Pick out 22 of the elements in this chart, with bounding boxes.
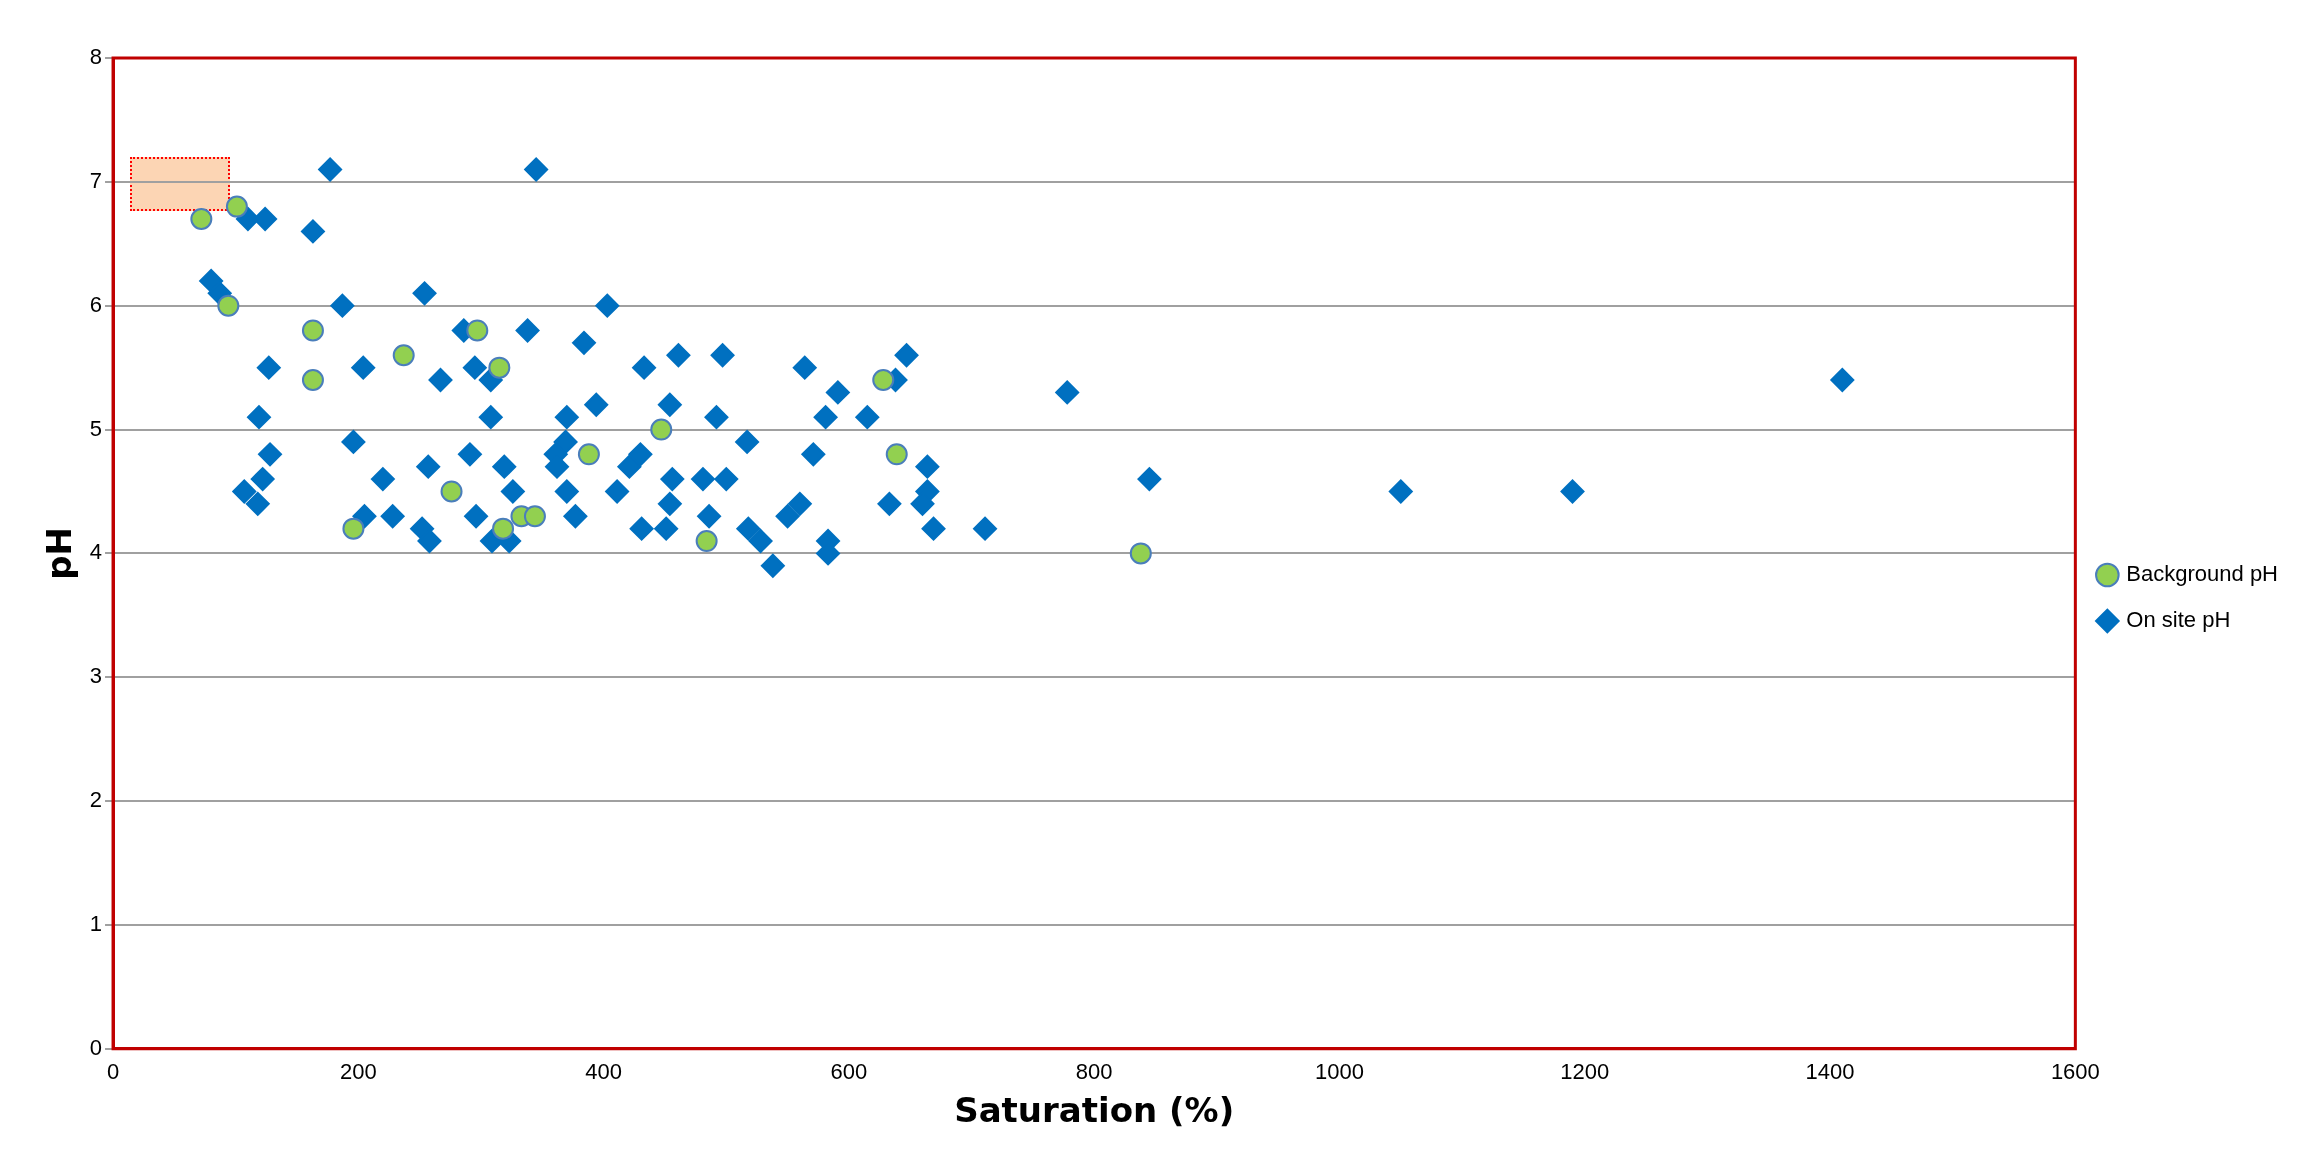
y-tick-label: 6 [89,291,103,317]
x-tick-label: 1400 [1805,1059,1855,1085]
y-tick-label: 8 [89,44,103,70]
y-axis-title: pH [39,527,80,580]
legend-label: Background pH [2126,561,2279,587]
x-tick-label: 1000 [1315,1059,1364,1085]
y-tick-label: 4 [89,539,103,565]
legend-label: On site pH [2126,607,2231,633]
x-tick-label: 1600 [2050,1059,2100,1085]
x-tick-label: 800 [1075,1059,1113,1085]
x-tick-label: 400 [585,1059,622,1085]
x-axis-title: Saturation (%) [954,1090,1235,1131]
x-tick-label: 1200 [1560,1059,1610,1085]
y-tick-label: 3 [89,663,103,689]
y-tick-label: 0 [89,1034,103,1060]
x-tick-label: 200 [339,1059,377,1085]
y-tick-label: 2 [89,787,103,813]
y-tick-label: 5 [89,415,103,441]
y-tick-label: 7 [89,167,103,193]
x-tick-label: 600 [830,1059,868,1085]
y-tick-label: 1 [89,911,103,937]
x-tick-label: 0 [106,1059,120,1085]
